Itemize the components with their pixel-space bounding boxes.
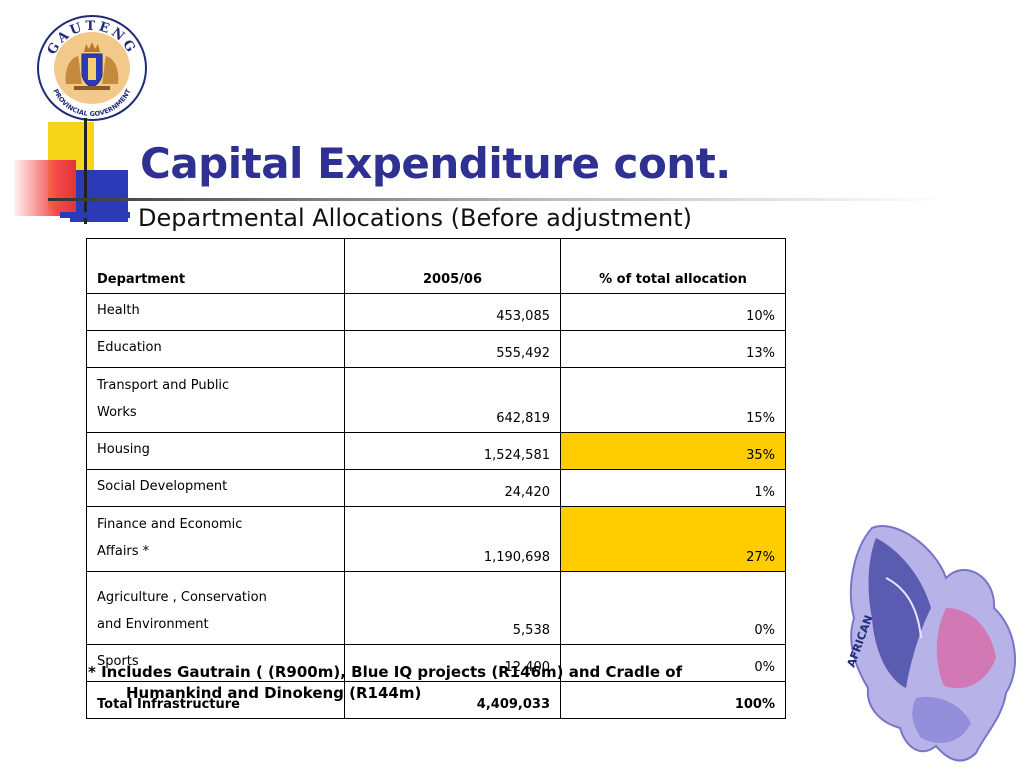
table-header-row: Department 2005/06 % of total allocation [86, 238, 786, 294]
footnote: * Includes Gautrain ( (R900m), Blue IQ p… [88, 663, 683, 702]
table-total-row: Total Infrastructure 4,409,033 100% [86, 681, 786, 719]
table-row: Housing 1,524,581 35% [86, 432, 786, 470]
department-cell: Agriculture , Conservation and Environme… [86, 571, 345, 645]
total-amount-cell: 4,409,033 [344, 681, 561, 719]
table-row: Education 555,492 13% [86, 330, 786, 368]
percent-cell: 0% [560, 571, 786, 645]
decor-red-block [14, 160, 76, 216]
allocations-table: Department 2005/06 % of total allocation… [86, 238, 786, 719]
department-cell: Housing [86, 432, 345, 470]
amount-cell: 12,400 [344, 644, 561, 682]
header-percent: % of total allocation [560, 238, 786, 294]
percent-cell: 0% [560, 644, 786, 682]
slide-subtitle: Departmental Allocations (Before adjustm… [138, 204, 693, 232]
slide-title: Capital Expenditure cont. [140, 139, 731, 188]
table-row: Transport and Public Works 642,819 15% [86, 367, 786, 433]
department-cell: Social Development [86, 469, 345, 507]
department-cell: Health [86, 293, 345, 331]
header-department: Department [86, 238, 345, 294]
amount-cell: 1,190,698 [344, 506, 561, 572]
department-cell: Education [86, 330, 345, 368]
percent-cell-highlighted: 35% [560, 432, 786, 470]
department-cell: Transport and Public Works [86, 367, 345, 433]
table-row: Finance and Economic Affairs * 1,190,698… [86, 506, 786, 572]
decor-blue-bar [60, 212, 130, 218]
amount-cell: 555,492 [344, 330, 561, 368]
gauteng-logo-icon: GAUTENG PROVINCIAL GOVERNMENT [37, 15, 147, 121]
decor-horizontal-line [48, 198, 948, 201]
total-label-cell: Total Infrastructure [86, 681, 345, 719]
decor-vertical-line [84, 118, 87, 224]
amount-cell: 453,085 [344, 293, 561, 331]
percent-cell-highlighted: 27% [560, 506, 786, 572]
table-row: Agriculture , Conservation and Environme… [86, 571, 786, 645]
percent-cell: 10% [560, 293, 786, 331]
percent-cell: 13% [560, 330, 786, 368]
butterfly-map-icon: AFRICAN [845, 525, 1017, 762]
amount-cell: 1,524,581 [344, 432, 561, 470]
header-year: 2005/06 [344, 238, 561, 294]
percent-cell: 15% [560, 367, 786, 433]
amount-cell: 642,819 [344, 367, 561, 433]
percent-cell: 1% [560, 469, 786, 507]
department-cell: Finance and Economic Affairs * [86, 506, 345, 572]
table-row: Social Development 24,420 1% [86, 469, 786, 507]
table-row: Health 453,085 10% [86, 293, 786, 331]
amount-cell: 24,420 [344, 469, 561, 507]
amount-cell: 5,538 [344, 571, 561, 645]
total-percent-cell: 100% [560, 681, 786, 719]
